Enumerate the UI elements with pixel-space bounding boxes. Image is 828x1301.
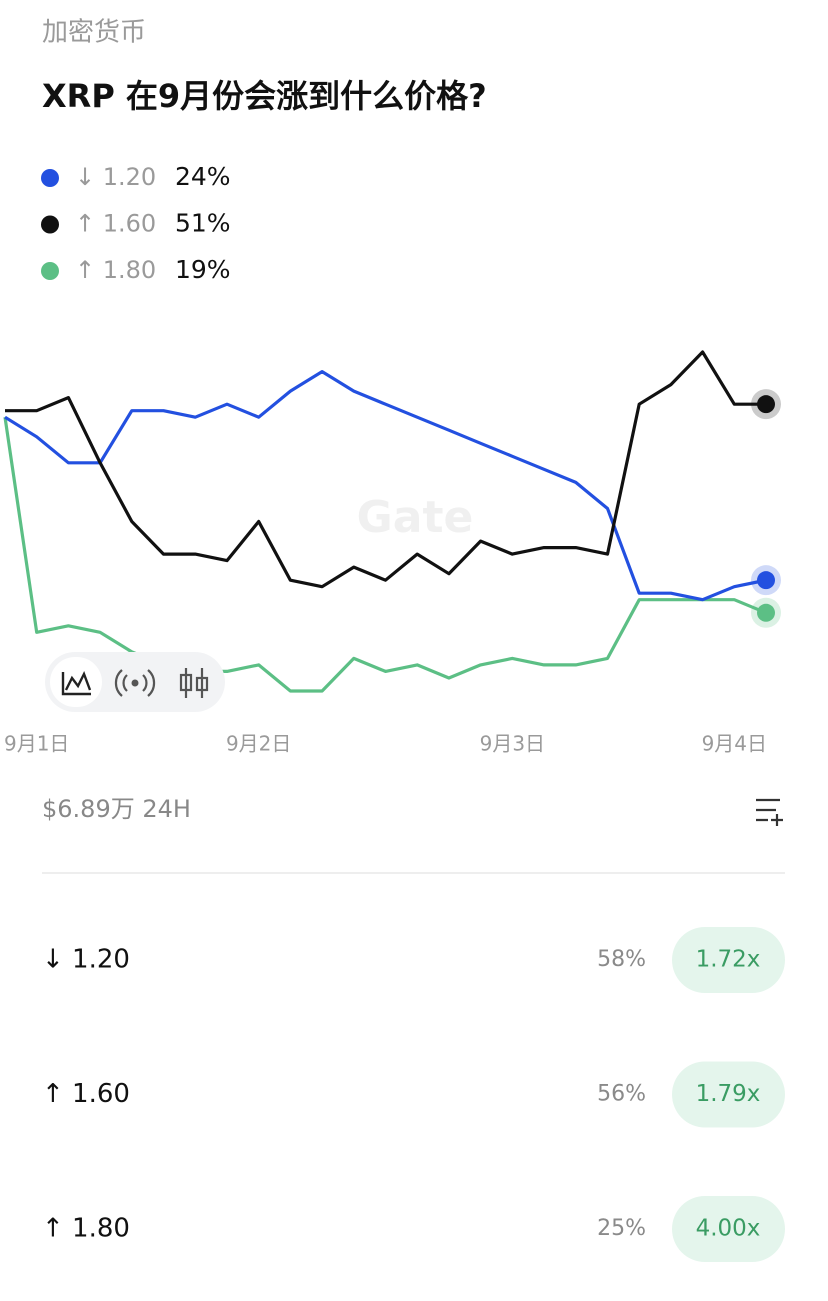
x-tick-label: 9月2日 (226, 732, 291, 756)
outcome-probability: 56% (597, 1082, 646, 1107)
legend: ↓ 1.20 24% ↑ 1.60 51% ↑ 1.80 19% (41, 162, 231, 284)
volume: $6.89万 24H (42, 795, 191, 823)
payout-button[interactable] (672, 1196, 785, 1262)
legend-name: ↓ 1.20 (75, 163, 156, 191)
legend-dot (41, 262, 59, 280)
legend-name: ↑ 1.60 (75, 210, 156, 238)
plot: 9月1日 9月2日 9月3日 9月4日 (3, 350, 781, 756)
legend-share: 24% (175, 162, 231, 191)
end-dot (757, 603, 775, 622)
sort-icon (756, 798, 783, 826)
series-line (3, 416, 767, 693)
live-icon (131, 679, 139, 687)
watermark: Gate (357, 492, 474, 543)
payout-value: 4.00x (696, 1216, 761, 1242)
line-icon (61, 671, 92, 696)
series-line (5, 350, 766, 589)
series-line (4, 370, 767, 602)
candle-icon (179, 673, 193, 692)
legend-name: ↑ 1.80 (75, 256, 156, 284)
outcome-probability: 25% (597, 1216, 646, 1241)
legend-dot (41, 169, 59, 187)
outcome-label: ↑ 1.60 (42, 1079, 130, 1109)
payout-button[interactable] (672, 1061, 785, 1128)
x-tick-label: 9月3日 (480, 732, 545, 756)
candle-icon (184, 668, 204, 698)
category: 加密货币 (42, 18, 146, 48)
outcome-probability: 58% (597, 947, 646, 972)
candle-mode-button[interactable] (179, 668, 209, 698)
outcome-label: ↓ 1.20 (42, 945, 130, 975)
end-dot (757, 571, 775, 590)
payout-button[interactable] (672, 927, 785, 993)
title: XRP 在9月份会涨到什么价格? (42, 77, 487, 115)
payout-value: 1.79x (696, 1081, 761, 1107)
legend-dot (41, 215, 59, 234)
x-tick-label: 9月4日 (702, 732, 767, 756)
legend-share: 19% (175, 255, 231, 284)
legend-share: 51% (175, 209, 231, 238)
end-dot (757, 395, 775, 414)
x-tick-label: 9月1日 (4, 732, 69, 756)
outcome-list: ↓ 1.20 58% 1.72x ↑ 1.60 56% 1.79x ↑ 1.80 25% 4.0… (42, 927, 785, 1262)
live-icon (114, 669, 156, 697)
chart-toolbar (45, 652, 225, 712)
candle-icon (195, 676, 209, 692)
payout-value: 1.72x (696, 947, 761, 973)
sort-button[interactable] (756, 798, 783, 826)
live-mode-button[interactable] (114, 669, 156, 697)
outcome-label: ↑ 1.80 (42, 1214, 130, 1244)
